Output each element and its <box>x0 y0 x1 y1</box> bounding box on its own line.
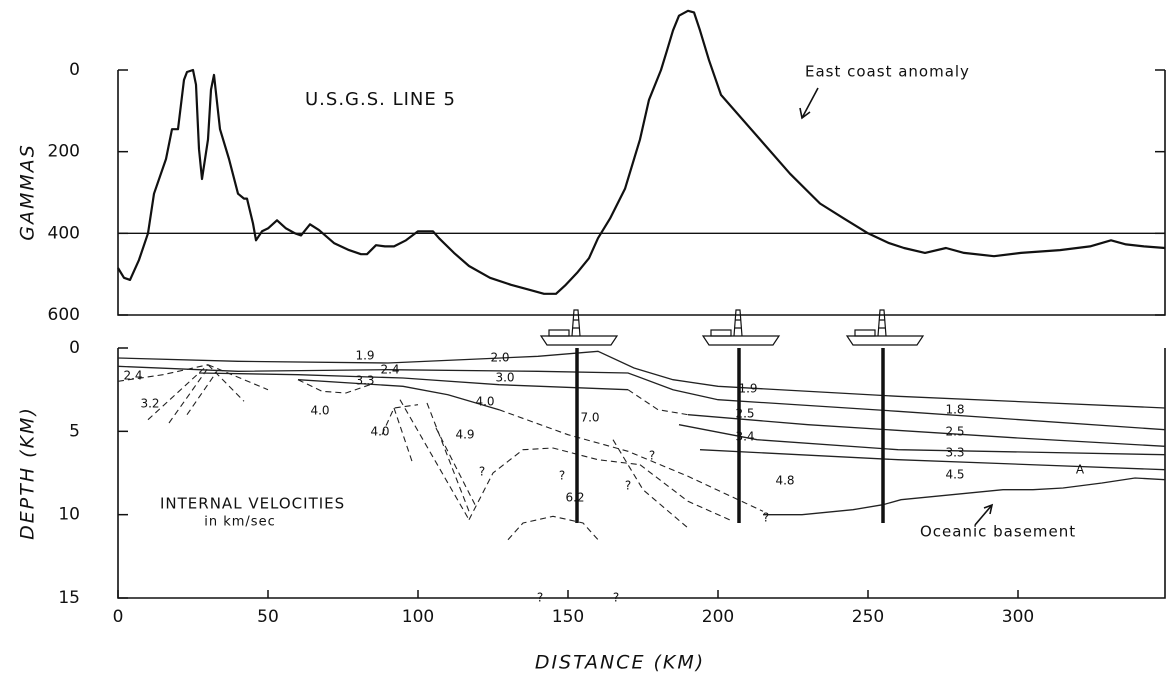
y-tick-label: 10 <box>58 505 80 525</box>
x-tick-label: 0 <box>113 607 124 627</box>
ship-cabin <box>548 329 570 337</box>
derrick <box>571 309 581 337</box>
velocity-label: 4.8 <box>775 474 794 488</box>
velocity-label: 2.4 <box>380 363 399 377</box>
velocity-label: ? <box>537 591 543 605</box>
gammas-label: GAMMAS <box>17 143 39 241</box>
velocity-label: 4.0 <box>370 425 389 439</box>
velocity-label: 2.5 <box>735 407 754 421</box>
inferred-horizon <box>207 364 269 391</box>
velocity-label: 1.9 <box>355 349 374 363</box>
velocity-label: ? <box>613 591 619 605</box>
basement-arrowhead <box>983 503 994 515</box>
line-title: U.S.G.S. LINE 5 <box>305 89 456 110</box>
magnetic-axes <box>117 70 1166 316</box>
velocity-unit: in km/sec <box>204 515 275 530</box>
velocity-label: ? <box>763 511 769 525</box>
velocity-label: ? <box>649 449 655 463</box>
velocity-label: 2.5 <box>945 425 964 439</box>
velocity-label: 4.0 <box>475 395 494 409</box>
y-tick-label: 200 <box>48 142 80 162</box>
ship-hull <box>539 335 619 346</box>
velocity-label: 3.3 <box>945 446 964 460</box>
velocity-label: 6.2 <box>565 491 584 505</box>
frame <box>117 70 1166 599</box>
velocity-label: 7.0 <box>580 411 599 425</box>
inferred-horizon <box>639 464 734 522</box>
x-tick-label: 300 <box>1002 607 1034 627</box>
y-tick-label: 400 <box>48 223 80 243</box>
inferred-horizon <box>627 389 689 416</box>
inferred-horizon <box>381 404 419 435</box>
x-tick-label: 250 <box>852 607 884 627</box>
inferred-horizon <box>147 364 209 421</box>
velocity-label: ? <box>559 469 565 483</box>
velocity-label: ? <box>625 479 631 493</box>
velocity-label: 3.2 <box>140 397 159 411</box>
horizon <box>117 350 1166 409</box>
velocity-label: 2.4 <box>123 369 142 383</box>
velocity-label: 3.0 <box>495 371 514 385</box>
ship-cabin <box>710 329 732 337</box>
basement-note: Oceanic basement <box>920 523 1076 541</box>
anomaly-note: East coast anomaly <box>805 63 970 81</box>
y-tick-label: 600 <box>48 305 80 325</box>
velocity-label: 1.9 <box>738 382 757 396</box>
horizon <box>699 449 1166 471</box>
inferred-horizon <box>393 407 413 462</box>
inferred-horizon <box>117 364 209 382</box>
inferred-horizon <box>399 399 470 520</box>
ship-hull <box>845 335 925 346</box>
ship <box>845 309 925 346</box>
inferred-horizon <box>168 367 209 424</box>
anomaly-arrow <box>801 87 819 119</box>
inferred-horizon <box>297 379 371 394</box>
horizon <box>117 365 1166 431</box>
horizon <box>297 379 500 411</box>
velocity-label: A <box>1076 463 1085 477</box>
velocity-label: 3.3 <box>355 374 374 388</box>
distance-label: DISTANCE (KM) <box>535 652 705 674</box>
velocity-label: 4.9 <box>455 428 474 442</box>
inferred-horizon <box>435 427 476 505</box>
inferred-horizon <box>426 402 470 512</box>
horizon <box>687 414 1166 447</box>
velocity-label: 3.4 <box>735 430 754 444</box>
ship <box>539 309 619 346</box>
velocity-label: 4.0 <box>310 404 329 418</box>
x-tick-label: 150 <box>552 607 584 627</box>
velocity-label: 1.8 <box>945 403 964 417</box>
horizon <box>198 372 629 391</box>
velocity-note: INTERNAL VELOCITIES <box>160 495 345 513</box>
x-tick-label: 100 <box>402 607 434 627</box>
inferred-horizon <box>468 447 641 520</box>
derrick <box>733 309 743 337</box>
y-tick-label: 0 <box>69 338 80 358</box>
x-tick-label: 200 <box>702 607 734 627</box>
ship-cabin <box>854 329 876 337</box>
ship-hull <box>701 335 781 346</box>
basement-arrow <box>974 504 993 526</box>
y-tick-label: 15 <box>58 588 80 608</box>
ship <box>701 309 781 346</box>
inferred-horizon <box>207 364 245 402</box>
inferred-horizon <box>186 370 218 416</box>
inferred-horizon <box>507 515 599 541</box>
derrick <box>877 309 887 337</box>
velocity-label: 4.5 <box>945 468 964 482</box>
section-axes <box>117 348 1166 599</box>
anomaly-curve <box>117 9 1166 295</box>
velocity-label: 2.0 <box>490 351 509 365</box>
horizon <box>763 477 1166 516</box>
anomaly-arrowhead <box>799 107 811 120</box>
inferred-horizon <box>498 409 764 512</box>
velocity-label: ? <box>479 465 485 479</box>
y-tick-label: 0 <box>69 60 80 80</box>
x-tick-label: 50 <box>257 607 279 627</box>
depth-label: DEPTH (KM) <box>17 406 39 540</box>
y-tick-label: 5 <box>69 421 80 441</box>
horizon <box>678 424 1166 456</box>
